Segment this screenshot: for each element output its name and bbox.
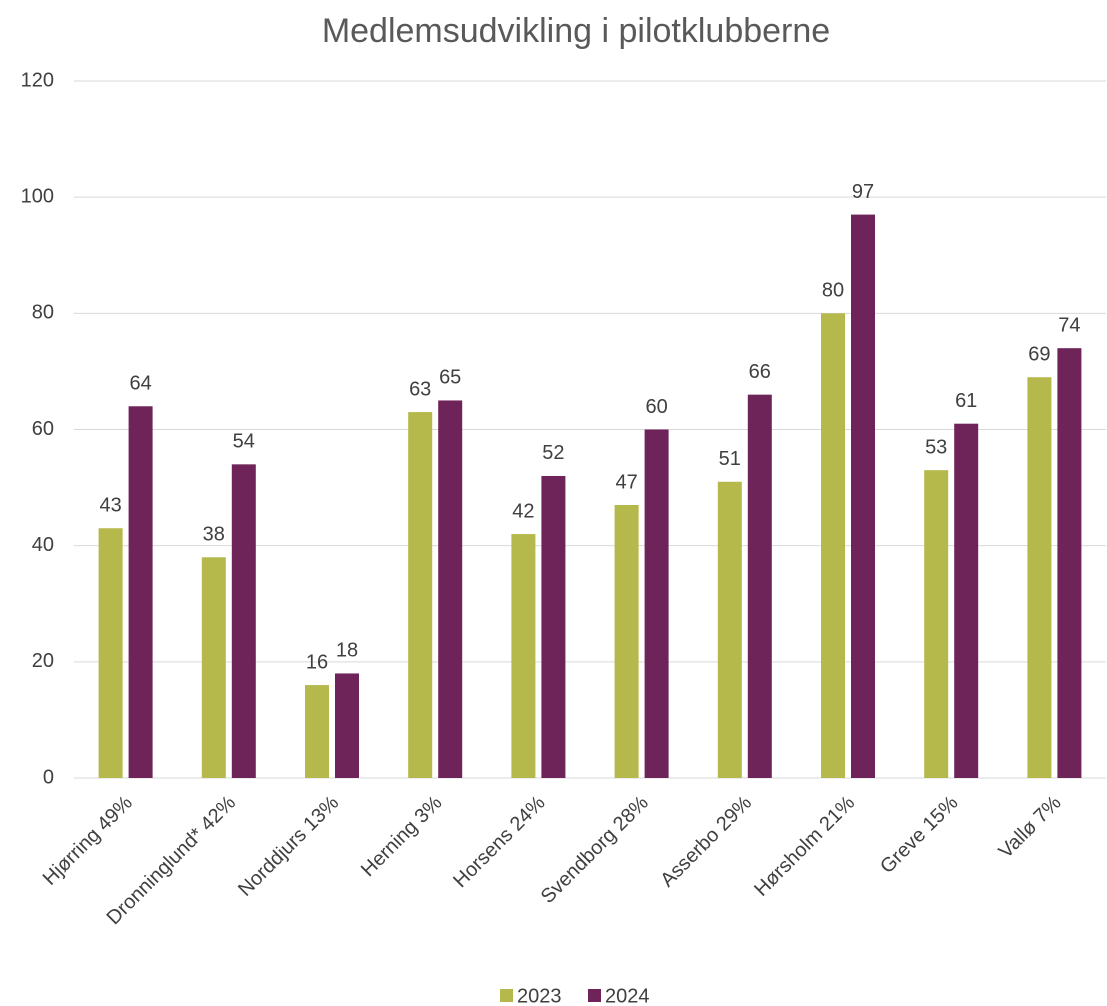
data-label: 74	[1058, 314, 1080, 336]
data-label: 47	[615, 471, 637, 493]
data-label: 16	[306, 651, 328, 673]
x-tick-label: Horsens 24%	[449, 792, 550, 893]
data-label: 18	[336, 640, 358, 662]
x-tick-label: Asserbo 29%	[656, 792, 756, 892]
x-tick-label: Herning 3%	[357, 792, 447, 882]
y-tick-label: 100	[21, 185, 54, 207]
y-tick-label: 20	[32, 650, 54, 672]
y-tick-label: 0	[43, 766, 54, 788]
bar	[408, 412, 433, 778]
data-label: 52	[542, 442, 564, 464]
data-label: 51	[719, 448, 741, 470]
data-label: 80	[822, 280, 844, 302]
bar	[644, 429, 669, 778]
bar	[954, 423, 979, 778]
bar	[201, 557, 226, 778]
bar	[438, 400, 463, 778]
legend-label: 2023	[517, 985, 562, 1006]
bar	[1027, 377, 1052, 778]
data-label: 60	[645, 396, 667, 418]
bar	[541, 475, 566, 778]
legend-swatch	[588, 989, 601, 1002]
legend-label: 2024	[605, 985, 650, 1006]
bar	[821, 313, 845, 778]
data-label: 69	[1028, 344, 1050, 366]
data-label: 53	[925, 436, 947, 458]
y-tick-label: 40	[32, 534, 54, 556]
bar	[851, 214, 875, 778]
x-tick-label: Hørsholm 21%	[750, 792, 859, 901]
y-tick-label: 60	[32, 418, 54, 440]
x-tick-label: Vallø 7%	[995, 792, 1066, 863]
y-tick-label: 120	[21, 69, 54, 91]
y-tick-label: 80	[32, 302, 54, 324]
x-tick-label: Hjørring 49%	[39, 792, 137, 890]
x-tick-label: Norddjurs 13%	[234, 792, 343, 901]
data-label: 43	[99, 495, 121, 517]
bar	[614, 505, 639, 778]
bar	[305, 685, 329, 778]
bar	[717, 481, 742, 778]
data-label: 63	[409, 378, 431, 400]
data-label: 54	[233, 431, 255, 453]
chart-title: Medlemsudvikling i pilotklubberne	[322, 12, 830, 50]
bar	[1057, 348, 1082, 778]
data-label: 66	[749, 361, 771, 383]
data-label: 65	[439, 367, 461, 389]
data-label: 64	[129, 373, 151, 395]
data-label: 42	[512, 500, 534, 522]
bar	[128, 406, 153, 778]
data-label: 97	[852, 181, 874, 203]
bar	[924, 470, 949, 778]
data-label: 38	[203, 524, 225, 546]
bar	[335, 673, 359, 778]
x-tick-label: Svendborg 28%	[537, 792, 653, 908]
x-tick-label: Greve 15%	[876, 792, 962, 878]
bar	[747, 394, 772, 778]
legend-swatch	[500, 989, 513, 1002]
bar	[98, 528, 123, 778]
bar	[231, 464, 256, 778]
bar	[511, 534, 536, 778]
data-label: 61	[955, 390, 977, 412]
